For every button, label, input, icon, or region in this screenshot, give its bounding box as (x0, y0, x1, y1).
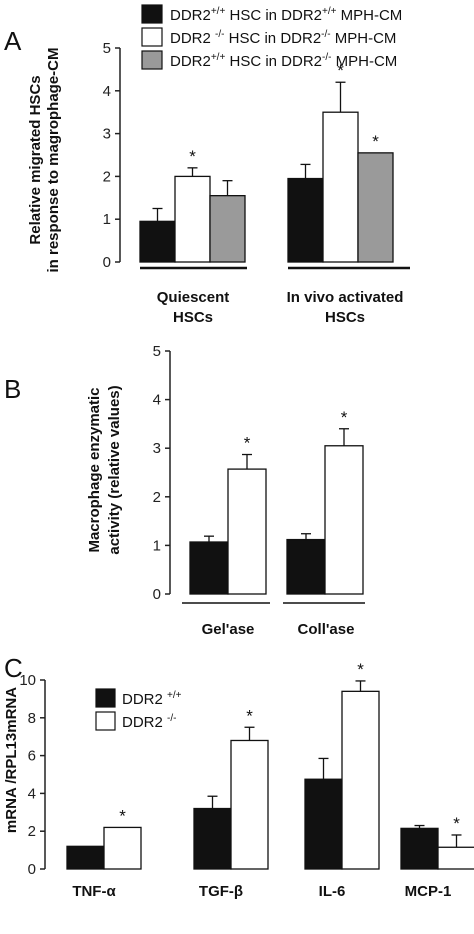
chart-a-bar (139, 220, 176, 263)
chart-c-bar (400, 827, 439, 870)
legend-a-label-part: DDR2 (170, 30, 215, 47)
chart-a-y-tick-label: 1 (103, 211, 111, 228)
legend-a-label: DDR2+/+ HSC in DDR2-/- MPH-CM (170, 52, 397, 70)
chart-b-y-tick-label: 5 (153, 343, 161, 360)
chart-b-y-tick-label: 4 (153, 392, 161, 409)
legend-a-label: DDR2 -/- HSC in DDR2-/- MPH-CM (170, 29, 396, 47)
chart-a-y-tick-label: 0 (103, 254, 111, 271)
chart-c-bar (437, 846, 474, 870)
chart-a-category-label: In vivo activated (287, 289, 404, 306)
legend-c-label-part: -/- (167, 713, 176, 724)
legend-a-label-part: -/- (322, 52, 331, 63)
chart-b-category-label: Gel'ase (202, 621, 255, 638)
legend-a-label-part: -/- (215, 29, 224, 40)
chart-a-bar (357, 152, 394, 263)
chart-c-significance-star: * (119, 806, 126, 825)
chart-a-significance-star: * (372, 132, 379, 151)
chart-a-bar (287, 177, 324, 263)
chart-c-y-tick-label: 6 (28, 748, 36, 765)
chart-c-significance-star: * (357, 660, 364, 679)
chart-a: 0 1 2 3 4 5 Relative migrated HSCs in response … (27, 40, 410, 326)
chart-b-significance-star: * (341, 408, 348, 427)
legend-c-swatch (95, 688, 116, 708)
chart-a-significance-star: * (337, 61, 344, 80)
legend-a-label-part: MPH-CM (331, 53, 397, 70)
chart-a-bar (174, 175, 211, 263)
chart-c-significance-star: * (453, 814, 460, 833)
chart-c-category-label: MCP-1 (405, 883, 452, 900)
chart-c-bar (66, 845, 105, 870)
chart-b-significance-star: * (244, 434, 251, 453)
legend-a-label-part: +/+ (322, 6, 337, 17)
chart-a-y-axis-label: in response to magrophage-CM (45, 47, 62, 272)
chart-b-y-tick-label: 1 (153, 537, 161, 554)
chart-a-category-label: HSCs (173, 309, 213, 326)
chart-b-bar (189, 541, 229, 595)
chart-a-category-label: HSCs (325, 309, 365, 326)
chart-a-y-tick-label: 2 (103, 168, 111, 185)
chart-c-y-tick-label: 0 (28, 861, 36, 878)
chart-c-significance-star: * (246, 706, 253, 725)
chart-a-y-tick-label: 4 (103, 83, 111, 100)
chart-c-category-label: TNF-α (72, 883, 116, 900)
legend-a-label-part: +/+ (211, 52, 226, 63)
chart-c-y-tick-label: 4 (28, 785, 36, 802)
legend-a-label-part: -/- (321, 29, 330, 40)
chart-b-y-tick-label: 3 (153, 440, 161, 457)
legend-a-label-part: HSC in DDR2 (225, 7, 322, 24)
legend-a-label-part: DDR2 (170, 53, 211, 70)
legend-c-label: DDR2 +/+ (122, 690, 182, 708)
chart-b-bar (227, 468, 267, 595)
chart-a-y-axis-label: Relative migrated HSCs (27, 75, 44, 244)
legend-a-label-part: HSC in DDR2 (225, 53, 322, 70)
chart-b: 0 1 2 3 4 5 Macrophage enzymatic activity (rela… (86, 343, 365, 638)
legend-c-label-part: DDR2 (122, 714, 167, 731)
legend-a-label-part: +/+ (211, 6, 226, 17)
chart-c-bar (341, 690, 380, 870)
chart-b-y-tick-label: 0 (153, 586, 161, 603)
panel-letter-b: B (4, 374, 21, 404)
chart-a-bar (209, 195, 246, 263)
legend-a-label-part: MPH-CM (336, 7, 402, 24)
chart-c-y-tick-label: 10 (19, 672, 36, 689)
legend-a-swatch (141, 50, 163, 70)
chart-c-category-label: TGF-β (199, 883, 243, 900)
chart-b-y-axis-label: activity (relative values) (106, 385, 123, 554)
legend-c-label-part: +/+ (167, 690, 182, 701)
legend-c-swatch (95, 711, 116, 731)
chart-c-bar (230, 739, 269, 870)
chart-a-y-tick-label: 3 (103, 126, 111, 143)
legend-c-label: DDR2 -/- (122, 713, 176, 731)
chart-a-significance-star: * (189, 147, 196, 166)
chart-c-category-label: IL-6 (319, 883, 346, 900)
chart-c-bar (304, 778, 343, 870)
chart-b-y-axis-label: Macrophage enzymatic (86, 387, 103, 552)
legend-a-label: DDR2+/+ HSC in DDR2+/+ MPH-CM (170, 6, 402, 24)
panel-letter-c: C (4, 653, 23, 683)
chart-c-bar (193, 807, 232, 870)
chart-c-y-axis-label: mRNA /RPL13mRNA (3, 687, 20, 833)
legend-a-label-part: MPH-CM (331, 30, 397, 47)
chart-c-bar (103, 826, 142, 870)
legend-c-label-part: DDR2 (122, 691, 167, 708)
chart-b-bar (324, 445, 364, 595)
chart-c-y-tick-label: 2 (28, 823, 36, 840)
chart-b-y-tick-label: 2 (153, 489, 161, 506)
chart-b-category-label: Coll'ase (298, 621, 355, 638)
chart-b-bar (286, 538, 326, 595)
legend-a-label-part: HSC in DDR2 (224, 30, 321, 47)
chart-a-bar (322, 111, 359, 263)
panel-letter-a: A (4, 26, 22, 56)
chart-c-y-tick-label: 8 (28, 710, 36, 727)
chart-a-category-label: Quiescent (157, 289, 230, 306)
chart-a-y-tick-label: 5 (103, 40, 111, 57)
legend-a-label-part: DDR2 (170, 7, 211, 24)
legend-a-swatch (141, 27, 163, 47)
legend-a-swatch (141, 4, 163, 24)
